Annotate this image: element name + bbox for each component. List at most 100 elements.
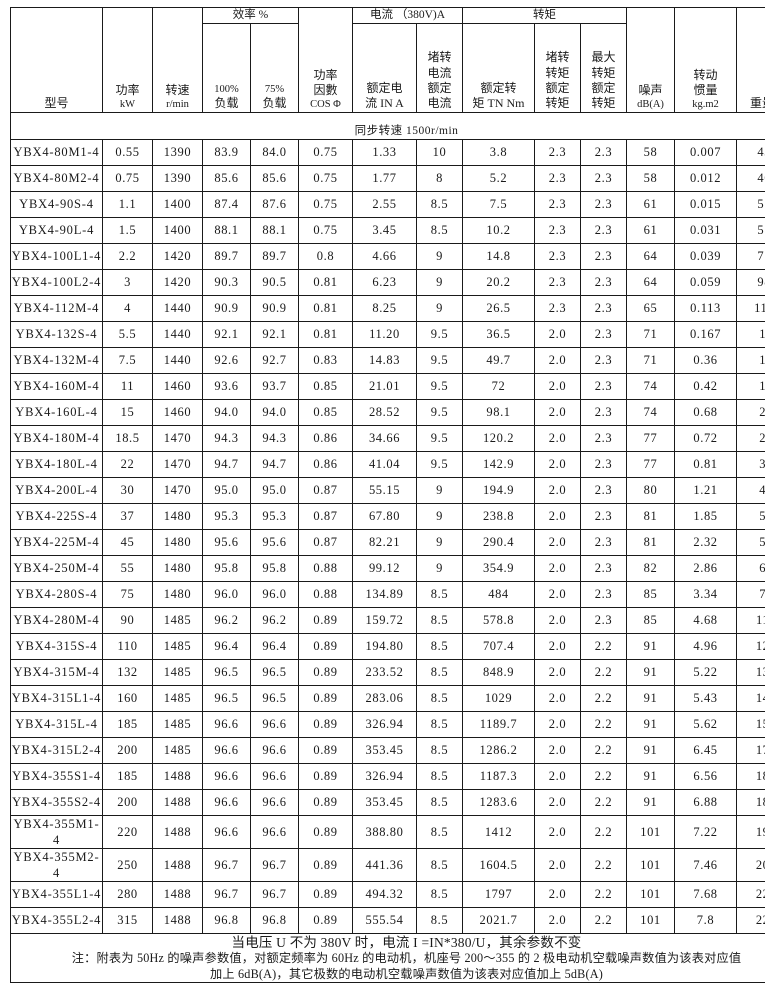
cell-speed: 1440 [152, 346, 203, 374]
cell-noise: 80 [626, 476, 676, 504]
cell-eff-75: 96.6 [250, 788, 299, 816]
cell-locked-rotor-current-ratio: 9 [415, 294, 464, 322]
header-locked-rotor-current-ratio: 堵转 电流 额定 电流 [415, 22, 464, 113]
cell-rated-torque: 1412 [462, 814, 536, 849]
cell-weight: 665 [736, 554, 765, 582]
cell-max-torque-ratio: 2.3 [580, 372, 628, 400]
cell-eff-75: 85.6 [250, 164, 299, 192]
cell-speed: 1485 [152, 632, 203, 660]
header-locked-rotor-torque-ratio-line-3: 转矩 [545, 96, 570, 111]
cell-weight: 520 [736, 502, 765, 530]
cell-weight: 168 [736, 372, 765, 400]
cell-locked-rotor-current-ratio: 8.5 [415, 710, 464, 738]
header-power-factor: 功率 因數 COS Φ [298, 7, 353, 113]
cell-model: YBX4-250M-4 [10, 554, 103, 582]
cell-power: 4 [102, 294, 153, 322]
cell-weight: 115.0 [736, 294, 765, 322]
cell-weight: 290 [736, 424, 765, 452]
header-rated-current-line-0: 额定电 [366, 81, 403, 95]
cell-noise: 58 [626, 164, 676, 192]
cell-noise: 58 [626, 138, 676, 166]
cell-noise: 71 [626, 320, 676, 348]
cell-power: 45 [102, 528, 153, 556]
cell-weight: 400 [736, 476, 765, 504]
header-inertia-line-0: 转动 [693, 67, 718, 82]
cell-max-torque-ratio: 2.3 [580, 294, 628, 322]
cell-locked-rotor-current-ratio: 9 [415, 554, 464, 582]
cell-model: YBX4-315S-4 [10, 632, 103, 660]
cell-speed: 1460 [152, 398, 203, 426]
cell-eff-75: 95.0 [250, 476, 299, 504]
cell-inertia: 0.36 [674, 346, 738, 374]
cell-locked-rotor-torque-ratio: 2.3 [534, 242, 582, 270]
cell-rated-current: 194.80 [352, 632, 417, 660]
cell-noise: 101 [626, 906, 676, 934]
cell-inertia: 7.46 [674, 847, 738, 882]
cell-model: YBX4-180L-4 [10, 450, 103, 478]
cell-inertia: 0.113 [674, 294, 738, 322]
cell-inertia: 7.22 [674, 814, 738, 849]
cell-weight: 1830 [736, 788, 765, 816]
cell-speed: 1488 [152, 762, 203, 790]
cell-locked-rotor-current-ratio: 9.5 [415, 372, 464, 400]
table-row: YBX4-225M-4 45 1480 95.6 95.6 0.87 82.21 9 290.4… [10, 528, 765, 556]
cell-eff-100: 83.9 [202, 138, 251, 166]
cell-power: 185 [102, 710, 153, 738]
cell-model: YBX4-355S2-4 [10, 788, 103, 816]
cell-max-torque-ratio: 2.2 [580, 632, 628, 660]
cell-eff-75: 89.7 [250, 242, 299, 270]
cell-eff-100: 96.4 [202, 632, 251, 660]
cell-weight: 2080 [736, 847, 765, 882]
cell-weight: 1800 [736, 762, 765, 790]
cell-max-torque-ratio: 2.3 [580, 476, 628, 504]
header-max-torque-ratio: 最大 转矩 额定 转矩 [580, 22, 628, 113]
table-row: YBX4-160M-4 11 1460 93.6 93.7 0.85 21.01 9.5 72 2… [10, 372, 765, 400]
cell-power: 18.5 [102, 424, 153, 452]
table-row: YBX4-200L-4 30 1470 95.0 95.0 0.87 55.15 9 194.9… [10, 476, 765, 504]
cell-inertia: 0.72 [674, 424, 738, 452]
cell-locked-rotor-torque-ratio: 2.0 [534, 372, 582, 400]
header-eff-75: 75% 负载 [250, 22, 299, 113]
header-speed-line-0: 转速 [165, 82, 190, 97]
cell-model: YBX4-225M-4 [10, 528, 103, 556]
table-row: YBX4-80M1-4 0.55 1390 83.9 84.0 0.75 1.33 10 3.8… [10, 138, 765, 166]
table-row: YBX4-315M-4 132 1485 96.5 96.5 0.89 233.52 8.5 8… [10, 658, 765, 686]
cell-locked-rotor-torque-ratio: 2.0 [534, 320, 582, 348]
cell-inertia: 0.059 [674, 268, 738, 296]
cell-eff-75: 92.7 [250, 346, 299, 374]
header-max-torque-ratio-line-1: 转矩 [591, 65, 616, 80]
header-max-torque-ratio-line-0: 最大 [591, 50, 616, 65]
cell-locked-rotor-torque-ratio: 2.0 [534, 658, 582, 686]
cell-rated-torque: 1286.2 [462, 736, 536, 764]
cell-weight: 71.0 [736, 242, 765, 270]
cell-power-factor: 0.89 [298, 880, 353, 908]
cell-inertia: 0.031 [674, 216, 738, 244]
table-row: YBX4-225S-4 37 1480 95.3 95.3 0.87 67.80 9 238.8… [10, 502, 765, 530]
cell-inertia: 7.68 [674, 880, 738, 908]
header-rated-torque: 额定转矩 TN Nm [462, 22, 536, 113]
cell-locked-rotor-torque-ratio: 2.0 [534, 476, 582, 504]
cell-power: 315 [102, 906, 153, 934]
cell-noise: 71 [626, 346, 676, 374]
cell-eff-75: 94.0 [250, 398, 299, 426]
cell-eff-75: 92.1 [250, 320, 299, 348]
cell-locked-rotor-current-ratio: 9 [415, 476, 464, 504]
header-power-factor-line-0: 功率 [313, 67, 338, 82]
cell-eff-100: 90.9 [202, 294, 251, 322]
header-max-torque-ratio-line-3: 转矩 [591, 96, 616, 111]
cell-eff-75: 93.7 [250, 372, 299, 400]
cell-max-torque-ratio: 2.2 [580, 880, 628, 908]
cell-rated-torque: 14.8 [462, 242, 536, 270]
cell-inertia: 0.007 [674, 138, 738, 166]
cell-locked-rotor-torque-ratio: 2.0 [534, 346, 582, 374]
cell-weight: 150 [736, 346, 765, 374]
cell-rated-torque: 10.2 [462, 216, 536, 244]
cell-eff-75: 94.3 [250, 424, 299, 452]
cell-speed: 1420 [152, 268, 203, 296]
cell-max-torque-ratio: 2.3 [580, 502, 628, 530]
cell-noise: 101 [626, 847, 676, 882]
cell-noise: 91 [626, 658, 676, 686]
cell-max-torque-ratio: 2.3 [580, 346, 628, 374]
footer-notes: 当电压 U 不为 380V 时，电流 I =IN*380/U，其余参数不变 注：附… [9, 932, 765, 984]
cell-power-factor: 0.89 [298, 606, 353, 634]
